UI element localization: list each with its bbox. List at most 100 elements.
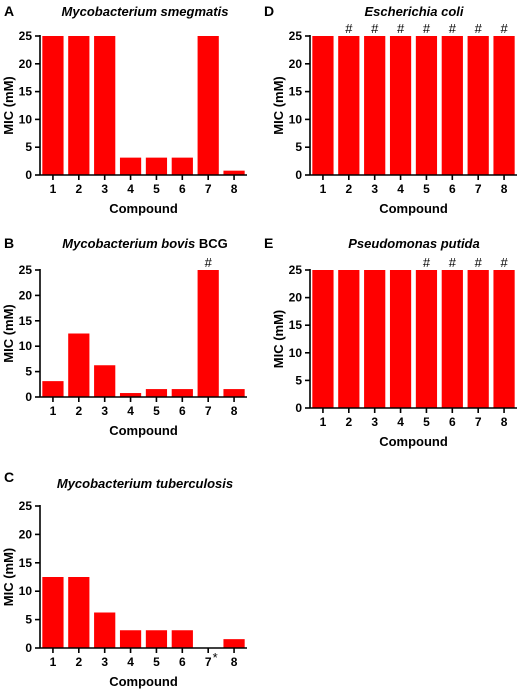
bar-compound-7 — [467, 270, 489, 408]
x-tick-label: 2 — [75, 655, 82, 669]
x-axis-label: Compound — [109, 674, 178, 689]
bar-compound-4 — [119, 630, 142, 648]
y-tick-label: 10 — [19, 339, 33, 353]
panel-letter: A — [4, 3, 14, 19]
chart-title: Mycobacterium tuberculosis — [57, 476, 233, 491]
y-tick-label: 15 — [19, 314, 33, 328]
panel-letter: C — [4, 469, 14, 485]
bar-compound-4 — [389, 270, 412, 408]
bar-compound-5 — [145, 630, 168, 648]
bar-compound-3 — [94, 612, 116, 648]
y-tick-label: 15 — [289, 318, 303, 332]
x-tick-label: 8 — [501, 415, 508, 429]
x-tick-label: 1 — [320, 182, 327, 196]
bar-compound-1 — [42, 381, 64, 398]
y-tick-label: 20 — [289, 57, 303, 71]
y-tick-label: 20 — [19, 288, 33, 302]
y-tick-label: 15 — [289, 85, 303, 99]
x-tick-label: 1 — [320, 415, 327, 429]
y-tick-label: 20 — [19, 57, 33, 71]
x-tick-label: 4 — [127, 655, 134, 669]
x-tick-label: 5 — [153, 182, 160, 196]
chart-title-suffix: BCG — [195, 236, 228, 251]
chart-title: Escherichia coli — [365, 4, 464, 19]
y-tick-label: 25 — [289, 263, 303, 277]
bar-compound-2 — [338, 270, 360, 408]
bar-compound-6 — [441, 270, 463, 408]
bar-compound-1 — [42, 577, 64, 648]
bar-compound-8 — [223, 170, 245, 175]
x-tick-label: 2 — [345, 182, 352, 196]
bar-compound-2 — [68, 36, 90, 175]
x-tick-label: 3 — [101, 655, 108, 669]
bar-compound-5 — [145, 389, 168, 397]
y-axis-label: MIC (mM) — [1, 548, 16, 607]
bar-annotation: # — [423, 21, 431, 36]
y-tick-label: 5 — [25, 140, 32, 154]
bar-compound-7 — [197, 270, 219, 397]
x-tick-label: 7 — [475, 415, 482, 429]
y-tick-label: 25 — [289, 29, 303, 43]
bar-annotation: # — [449, 255, 457, 270]
chart-panel-e: E Pseudomonas putida 0 5 10 15 20 25 1 2 3 4 5 6 7 8 # # #… — [264, 235, 517, 449]
bar-compound-3 — [364, 270, 386, 408]
bar-compound-1 — [42, 36, 64, 175]
x-tick-label: 4 — [127, 182, 134, 196]
panel-letter: D — [264, 3, 274, 19]
x-tick-label: 8 — [231, 404, 238, 418]
y-tick-label: 20 — [289, 291, 303, 305]
y-tick-label: 10 — [19, 112, 33, 126]
bar-compound-1 — [312, 270, 334, 408]
x-tick-label: 7 — [475, 182, 482, 196]
x-tick-label: 4 — [397, 182, 404, 196]
bar-compound-4 — [389, 36, 412, 175]
x-tick-label: 3 — [371, 415, 378, 429]
bar-compound-6 — [171, 630, 193, 648]
x-tick-label: 1 — [50, 404, 57, 418]
x-tick-label: 3 — [101, 182, 108, 196]
x-axis-label: Compound — [109, 201, 178, 216]
y-axis-label: MIC (mM) — [1, 76, 16, 135]
x-tick-label: 1 — [50, 655, 57, 669]
y-axis-label: MIC (mM) — [1, 304, 16, 363]
bar-annotation: # — [345, 21, 353, 36]
y-tick-label: 25 — [19, 263, 33, 277]
x-tick-label: 7 — [205, 655, 212, 669]
y-tick-label: 5 — [25, 365, 32, 379]
y-tick-label: 10 — [289, 112, 303, 126]
bar-compound-6 — [171, 389, 193, 397]
x-axis-label: Compound — [379, 434, 448, 449]
bar-compound-8 — [493, 270, 515, 408]
y-tick-label: 5 — [295, 140, 302, 154]
bar-compound-5 — [415, 36, 438, 175]
chart-title: Mycobacterium bovis BCG — [62, 236, 227, 251]
y-tick-label: 20 — [19, 527, 33, 541]
bar-compound-2 — [68, 333, 90, 397]
bar-compound-4 — [119, 157, 142, 176]
x-tick-label: 6 — [449, 182, 456, 196]
y-tick-label: 10 — [19, 584, 33, 598]
x-tick-label: 5 — [153, 404, 160, 418]
y-tick-label: 0 — [295, 401, 302, 415]
bar-annotation: # — [449, 21, 457, 36]
bar-annotation: # — [371, 21, 379, 36]
bar-compound-8 — [493, 36, 515, 175]
y-tick-label: 15 — [19, 556, 33, 570]
x-tick-label: 5 — [423, 182, 430, 196]
bar-annotation: # — [475, 21, 483, 36]
bar-annotation: # — [475, 255, 483, 270]
chart-panel-d: D Escherichia coli 0 5 10 15 20 25 1 2 3 4 5 6 7 8 # # # # #… — [264, 3, 517, 216]
bar-compound-4 — [119, 393, 142, 397]
y-tick-label: 0 — [25, 168, 32, 182]
bar-compound-6 — [441, 36, 463, 175]
bar-compound-8 — [223, 389, 245, 397]
x-tick-label: 1 — [50, 182, 57, 196]
bar-compound-2 — [338, 36, 360, 175]
chart-panel-b: B Mycobacterium bovis BCG 0 5 10 15 20 25 1 2 3 4 5 6… — [1, 235, 247, 438]
y-axis-label: MIC (mM) — [271, 76, 286, 135]
y-tick-label: 0 — [295, 168, 302, 182]
chart-panel-c: C Mycobacterium tuberculosis 0 5 10 15 20 25 1 2 3… — [1, 469, 247, 689]
x-tick-label: 5 — [423, 415, 430, 429]
bar-compound-3 — [94, 365, 116, 397]
